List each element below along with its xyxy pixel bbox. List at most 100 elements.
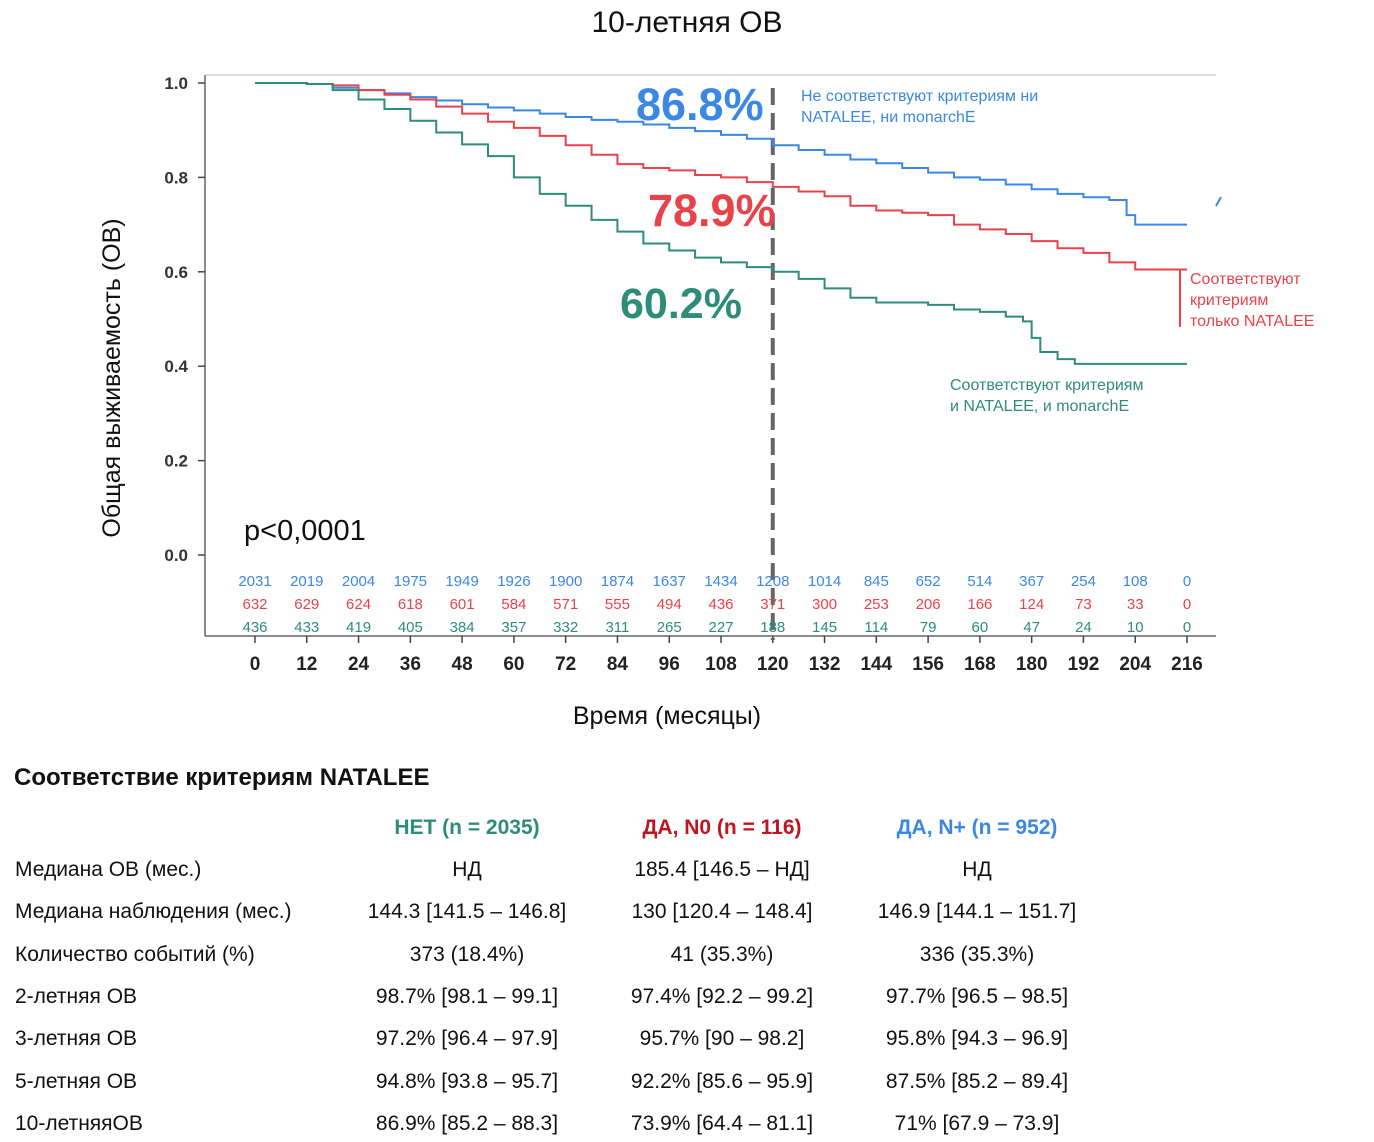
at-risk-number: 300 — [812, 596, 837, 613]
column-header-yes-nplus: ДА, N+ (n = 952) — [896, 816, 1058, 839]
column-header-no: НЕТ (n = 2035) — [394, 816, 540, 839]
at-risk-number: 206 — [916, 596, 941, 613]
table-cell: 144.3 [141.5 – 146.8] — [367, 900, 567, 924]
table-cell: 41 (35.3%) — [670, 942, 774, 966]
at-risk-number: 254 — [1071, 573, 1096, 590]
y-tick-label: 1.0 — [164, 74, 188, 93]
at-risk-number: 555 — [605, 596, 630, 613]
at-risk-number: 367 — [1019, 573, 1044, 590]
at-risk-number: 371 — [760, 596, 785, 613]
table-cell: 86.9% [85.2 – 88.3] — [375, 1111, 559, 1135]
at-risk-number: 436 — [708, 596, 733, 613]
at-risk-number: 584 — [501, 596, 526, 613]
table-row-label: 3-летняя ОВ — [15, 1027, 138, 1051]
x-tick-label: 204 — [1119, 654, 1151, 675]
at-risk-number: 845 — [864, 573, 889, 590]
table-cell: 71% [67.9 – 73.9] — [894, 1111, 1060, 1135]
at-risk-number: 47 — [1023, 619, 1040, 636]
series-label-line: Соответствуют — [1190, 271, 1301, 288]
y-tick-label: 0.8 — [164, 168, 188, 187]
table-cell: 98.7% [98.1 – 99.1] — [375, 984, 559, 1008]
at-risk-number: 311 — [605, 619, 629, 636]
table-cell: 92.2% [85.6 – 95.9] — [630, 1069, 814, 1093]
at-risk-number: 0 — [1183, 573, 1191, 590]
at-risk-number: 629 — [294, 596, 319, 613]
table-cell: 87.5% [85.2 – 89.4] — [885, 1069, 1069, 1093]
at-risk-number: 265 — [657, 619, 682, 636]
at-risk-number: 227 — [708, 619, 733, 636]
x-tick-label: 120 — [757, 654, 789, 675]
at-risk-number: 332 — [553, 619, 578, 636]
column-header-yes-n0: ДА, N0 (n = 116) — [642, 816, 802, 839]
table-cell: 185.4 [146.5 – НД] — [634, 858, 810, 881]
x-tick-label: 132 — [809, 654, 841, 675]
table-cell: 94.8% [93.8 – 95.7] — [375, 1069, 559, 1093]
table-cell: 95.8% [94.3 – 96.9] — [885, 1027, 1069, 1051]
at-risk-number: 145 — [812, 619, 837, 636]
at-risk-number: 166 — [967, 596, 992, 613]
at-risk-number: 1208 — [756, 573, 789, 590]
table-row-label: 5-летняя ОВ — [15, 1069, 138, 1093]
series-label-line: и NATALEE, и monarchE — [950, 398, 1129, 415]
at-risk-number: 2019 — [290, 573, 323, 590]
at-risk-number: 357 — [501, 619, 526, 636]
at-risk-number: 124 — [1019, 596, 1044, 613]
table-cell: 146.9 [144.1 – 151.7] — [877, 900, 1077, 924]
at-risk-number: 601 — [450, 596, 475, 613]
at-risk-number: 0 — [1183, 619, 1191, 636]
table-row-label: Количество событий (%) — [15, 942, 255, 966]
at-risk-number: 24 — [1075, 619, 1092, 636]
at-risk-number: 1949 — [445, 573, 478, 590]
series-label-line: критериям — [1190, 292, 1268, 309]
x-tick-label: 36 — [400, 654, 421, 675]
y-tick-label: 0.0 — [164, 546, 188, 565]
survival-curve-series-3 — [255, 82, 1187, 365]
at-risk-number: 632 — [242, 596, 267, 613]
x-tick-label: 0 — [250, 654, 261, 675]
at-risk-number: 419 — [346, 619, 371, 636]
x-tick-label: 24 — [348, 654, 370, 675]
y-tick-label: 0.4 — [164, 357, 188, 376]
series-label-line: NATALEE, ни monarchE — [801, 109, 976, 126]
at-risk-number: 188 — [760, 619, 785, 636]
x-tick-label: 60 — [503, 654, 524, 675]
at-risk-number: 1874 — [601, 573, 634, 590]
series-label-line: только NATALEE — [1190, 313, 1314, 330]
x-tick-label: 192 — [1068, 654, 1100, 675]
at-risk-number: 1900 — [549, 573, 582, 590]
survival-chart: 10-летняя ОВ Общая выживаемость (ОВ) Вре… — [98, 6, 1314, 730]
at-risk-number: 494 — [657, 596, 682, 613]
at-risk-number: 2031 — [238, 573, 271, 590]
chart-title: 10-летняя ОВ — [591, 6, 782, 39]
at-risk-number: 33 — [1127, 596, 1144, 613]
at-risk-number: 624 — [346, 596, 371, 613]
table-cell: 97.4% [92.2 – 99.2] — [630, 984, 814, 1008]
series-label-line: Соответствуют критериям — [950, 377, 1143, 394]
y-tick-label: 0.6 — [164, 263, 188, 282]
x-tick-label: 12 — [296, 654, 317, 675]
at-risk-number: 384 — [450, 619, 475, 636]
x-tick-label: 168 — [964, 654, 996, 675]
at-risk-number: 436 — [242, 619, 267, 636]
at-risk-number: 2004 — [342, 573, 375, 590]
at-risk-number: 514 — [967, 573, 992, 590]
x-tick-label: 144 — [860, 654, 892, 675]
at-risk-number: 652 — [916, 573, 941, 590]
at-risk-number: 1926 — [497, 573, 530, 590]
at-risk-number: 253 — [864, 596, 889, 613]
table-cell: 336 (35.3%) — [919, 942, 1035, 966]
survival-curve-series-2 — [255, 82, 1187, 271]
survival-annotation-series-3: 60.2% — [620, 280, 742, 328]
table-cell: 73.9% [64.4 – 81.1] — [630, 1111, 814, 1135]
at-risk-number: 73 — [1075, 596, 1092, 613]
x-tick-label: 216 — [1171, 654, 1203, 675]
at-risk-number: 405 — [398, 619, 423, 636]
table-row-label: Медиана ОВ (мес.) — [15, 858, 202, 881]
x-tick-label: 180 — [1016, 654, 1048, 675]
at-risk-number: 60 — [972, 619, 989, 636]
x-tick-label: 96 — [659, 654, 680, 675]
at-risk-number: 108 — [1123, 573, 1148, 590]
p-value-label: p<0,0001 — [244, 515, 366, 547]
survival-curve-series-1 — [255, 82, 1187, 226]
x-tick-label: 48 — [452, 654, 473, 675]
